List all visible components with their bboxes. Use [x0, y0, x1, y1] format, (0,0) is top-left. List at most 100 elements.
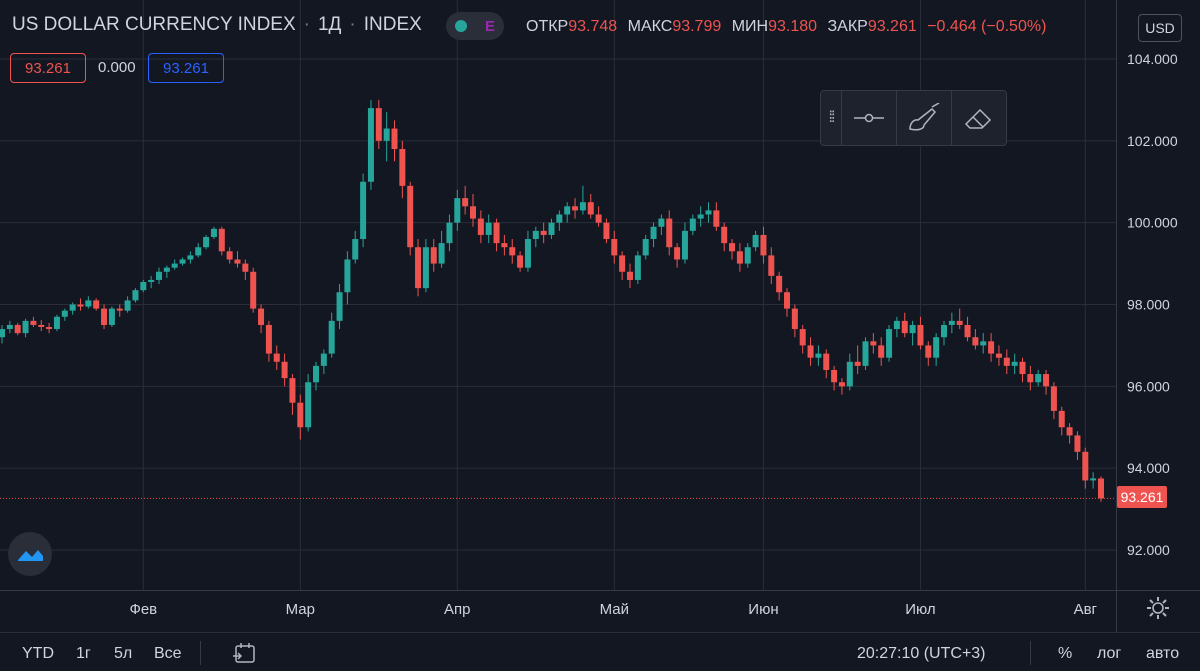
price-box-blue[interactable]: 93.261	[148, 53, 224, 83]
candle-body	[313, 365, 319, 383]
candle-body	[273, 353, 280, 362]
candle-body	[909, 324, 916, 334]
date-range-button[interactable]	[232, 641, 258, 670]
y-tick-label: 92.000	[1127, 542, 1170, 558]
candle-body	[517, 255, 524, 268]
brush-tool-button[interactable]	[896, 91, 951, 145]
candle-body	[148, 279, 155, 282]
open-label: ОТКР	[526, 18, 569, 35]
candle-body	[760, 234, 767, 256]
candle-body	[941, 324, 947, 338]
candle-body	[697, 214, 704, 219]
candle-body	[540, 230, 547, 235]
candle-body	[1027, 374, 1034, 383]
candle-body	[627, 271, 633, 280]
candle-body	[132, 290, 139, 301]
candle-body	[171, 263, 178, 268]
candle-body	[415, 247, 422, 289]
settings-button[interactable]	[1146, 596, 1170, 625]
candle-body	[383, 128, 390, 141]
candle-body	[1066, 427, 1073, 436]
drag-handle-icon[interactable]: ⁞⁞	[828, 109, 836, 126]
currency-button[interactable]: USD	[1138, 14, 1182, 42]
y-tick-label: 104.000	[1127, 51, 1178, 67]
candle-body	[22, 320, 29, 334]
candle-body	[446, 222, 453, 244]
candle-body	[320, 353, 327, 366]
clock-time[interactable]: 20:27:10 (UTC+3)	[857, 645, 986, 662]
candle-body	[768, 255, 775, 276]
candle-body	[815, 353, 822, 358]
log-scale-button[interactable]: лог	[1097, 645, 1122, 662]
candle-body	[501, 243, 508, 248]
candle-body	[116, 308, 123, 311]
candle-body	[367, 108, 374, 182]
candle-body	[328, 320, 335, 354]
candle-body	[265, 324, 272, 354]
candle-body	[744, 247, 751, 264]
candle-body	[956, 320, 963, 325]
percent-scale-button[interactable]: %	[1058, 645, 1073, 662]
tradingview-logo[interactable]	[8, 532, 52, 576]
candle-body	[1019, 361, 1026, 375]
floating-drawing-toolbar: ⁞⁞	[820, 90, 1007, 146]
eraser-tool-button[interactable]	[951, 91, 1006, 145]
candle-body	[38, 324, 45, 328]
candle-body	[862, 341, 869, 366]
candle-body	[681, 230, 688, 260]
candle-body	[391, 128, 398, 150]
bottom-toolbar: YTD 1г 5л Все 20:27:10 (UTC+3) % лог авт…	[0, 632, 1200, 671]
range-all-button[interactable]: Все	[154, 645, 182, 662]
candle-body	[438, 243, 445, 264]
candle-body	[666, 218, 673, 248]
candle-body	[14, 324, 21, 334]
candle-body	[642, 239, 649, 256]
candle-body	[375, 108, 382, 141]
candle-body	[77, 304, 84, 307]
header-separator: ·	[303, 14, 310, 35]
range-ytd-button[interactable]: YTD	[22, 645, 54, 662]
range-5y-button[interactable]: 5л	[114, 645, 133, 662]
range-1y-button[interactable]: 1г	[76, 645, 91, 662]
auto-scale-button[interactable]: авто	[1146, 645, 1180, 662]
candle-body	[980, 341, 987, 346]
candle-body	[108, 308, 115, 325]
x-tick-label: Июн	[748, 601, 778, 618]
candle-body	[470, 206, 476, 219]
candle-body	[477, 218, 484, 235]
candle-body	[1043, 374, 1050, 387]
candle-body	[1050, 386, 1057, 411]
y-tick-label: 94.000	[1127, 460, 1170, 476]
high-label: МАКС	[627, 18, 673, 35]
candle-body	[870, 341, 877, 346]
candle-body	[784, 292, 790, 309]
y-tick-label: 102.000	[1127, 133, 1178, 149]
candle-body	[1098, 478, 1104, 499]
candle-body	[791, 308, 798, 330]
candle-body	[948, 320, 955, 325]
candle-body	[807, 345, 814, 358]
interval-label[interactable]: 1Д	[317, 14, 342, 35]
candle-body	[901, 320, 908, 334]
market-status-badge[interactable]: E	[446, 12, 504, 40]
low-label: МИН	[731, 18, 769, 35]
candle-body	[163, 267, 170, 272]
candle-body	[462, 198, 469, 207]
price-box-red[interactable]: 93.261	[10, 53, 86, 83]
candle-body	[399, 149, 406, 186]
candle-body	[532, 230, 539, 240]
symbol-name[interactable]: US DOLLAR CURRENCY INDEX	[12, 14, 296, 35]
candle-body	[289, 378, 296, 403]
candle-body	[674, 247, 681, 260]
candle-body	[1082, 451, 1089, 481]
candle-body	[30, 320, 37, 325]
candle-body	[1011, 361, 1018, 366]
candle-body	[1090, 478, 1097, 481]
line-tool-button[interactable]	[841, 91, 896, 145]
high-value: 93.799	[672, 18, 722, 35]
candle-body	[650, 226, 657, 240]
candle-body	[925, 345, 932, 358]
candle-body	[0, 329, 5, 338]
candle-body	[705, 210, 712, 215]
